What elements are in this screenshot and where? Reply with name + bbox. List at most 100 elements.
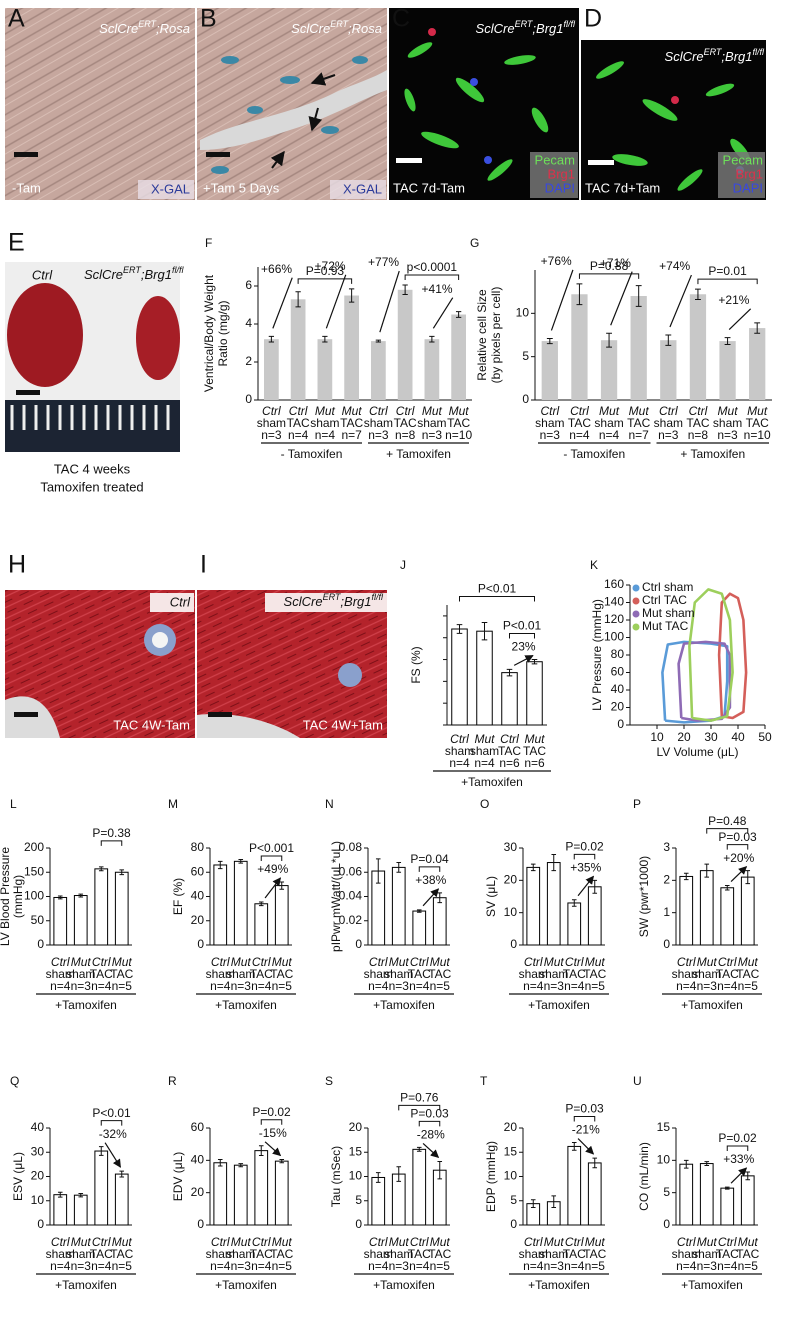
- category-genotype: Mut: [430, 1235, 451, 1249]
- category-condition: TAC: [270, 1247, 293, 1261]
- genotype-part: SclCre: [84, 267, 123, 282]
- label-box: [330, 180, 386, 199]
- category-condition: TAC: [90, 967, 113, 981]
- category-genotype: Ctrl: [565, 1235, 584, 1249]
- change-label: +74%: [659, 259, 690, 273]
- change-line: [422, 888, 440, 907]
- category-n: n=4: [368, 1259, 389, 1273]
- category-genotype: Mut: [629, 404, 650, 418]
- x-tick-label: 50: [758, 730, 772, 744]
- error-bar: [754, 322, 761, 334]
- vessel-lumen: [200, 70, 387, 150]
- category-condition: sham: [692, 967, 721, 981]
- y-tick-label: 0: [37, 1217, 44, 1231]
- category-genotype: Ctrl: [718, 1235, 737, 1249]
- category-condition: TAC: [736, 1247, 759, 1261]
- group-label: +Tamoxifen: [215, 998, 277, 1012]
- genotype-part: ;Brg1: [532, 21, 563, 36]
- y-tick-label: 80: [611, 647, 625, 661]
- category-genotype: Mut: [718, 404, 739, 418]
- genotype-part: ;Brg1: [340, 594, 371, 609]
- error-bar: [455, 311, 462, 318]
- genotype-label: SclCreERT;Brg1fl/fl: [84, 265, 184, 282]
- category-genotype: Ctrl: [51, 955, 70, 969]
- error-bar: [551, 853, 557, 872]
- category-condition: TAC: [736, 967, 759, 981]
- y-axis-label: pIPwr mWatt/(uL*uL): [329, 841, 343, 952]
- category-genotype: Mut: [272, 1235, 293, 1249]
- error-bar: [592, 1157, 598, 1169]
- bar: [541, 341, 558, 400]
- change-line: [272, 277, 293, 329]
- panel-letter: I: [200, 551, 207, 579]
- panel-letter: C: [392, 5, 410, 33]
- bar: [391, 866, 406, 946]
- genotype-sup: ERT: [138, 19, 157, 29]
- category-n: n=4: [315, 428, 336, 442]
- y-tick-label: 0: [663, 937, 670, 951]
- change-line: [432, 297, 454, 329]
- bar: [501, 672, 518, 726]
- error-bar: [57, 1191, 63, 1198]
- p-value: P=0.02: [252, 1105, 291, 1119]
- change-label: -21%: [572, 1123, 600, 1137]
- y-tick-label: 20: [611, 700, 625, 714]
- bar: [397, 289, 413, 400]
- category-n: n=10: [744, 428, 771, 442]
- category-condition: sham: [46, 967, 75, 981]
- category-condition: TAC: [716, 967, 739, 981]
- panel-letter: N: [325, 797, 334, 811]
- y-tick-label: 120: [604, 612, 624, 626]
- category-condition: sham: [384, 1247, 413, 1261]
- bar: [344, 295, 359, 400]
- category-genotype: Ctrl: [524, 1235, 543, 1249]
- y-tick-label: 0: [355, 1217, 362, 1231]
- pv-loop: [717, 592, 748, 720]
- y-tick-label: 0.06: [339, 864, 363, 878]
- error-bar: [724, 1186, 730, 1190]
- genotype-sup: ERT: [323, 592, 342, 602]
- category-genotype: Ctrl: [211, 955, 230, 969]
- category-condition: sham: [417, 416, 446, 430]
- scale-bar: [206, 152, 230, 157]
- y-axis-label: ESV (μL): [11, 1152, 25, 1201]
- stain-label: DAPI: [545, 180, 575, 195]
- y-tick-label: 0: [522, 392, 529, 406]
- category-genotype: Mut: [747, 404, 768, 418]
- y-axis-label: LV Blood Pressure: [0, 847, 12, 946]
- change-label: -15%: [259, 1126, 287, 1140]
- nucleus: [671, 96, 679, 104]
- nucleus: [484, 156, 492, 164]
- error-bar: [576, 283, 583, 306]
- panel-letter: R: [168, 1074, 177, 1088]
- nucleus: [470, 78, 478, 86]
- y-tick-label: 5: [522, 349, 529, 363]
- label-box: [265, 593, 387, 612]
- image-label: TAC 7d+Tam: [585, 180, 660, 195]
- category-genotype: Mut: [449, 404, 470, 418]
- tissue-gap: [197, 714, 300, 738]
- image-label: TAC 7d-Tam: [393, 180, 465, 195]
- bar: [740, 876, 755, 946]
- bar: [424, 339, 440, 400]
- y-tick-label: 0.04: [339, 889, 363, 903]
- category-n: n=4: [569, 428, 590, 442]
- category-n: n=4: [564, 1259, 585, 1273]
- bar: [317, 339, 333, 400]
- error-bar: [119, 1170, 125, 1178]
- y-axis-label: LV Pressure (mmHg): [590, 599, 604, 711]
- y-tick-label: 160: [604, 577, 624, 591]
- error-bar: [258, 1145, 264, 1156]
- category-n: n=6: [524, 756, 545, 770]
- category-condition: sham: [66, 1247, 95, 1261]
- error-bar: [416, 909, 422, 913]
- stain-blob: [705, 83, 735, 97]
- stain-blob: [531, 107, 549, 133]
- error-bar: [322, 335, 328, 343]
- legend-label: Ctrl TAC: [642, 593, 687, 607]
- category-n: n=8: [688, 428, 709, 442]
- category-genotype: Mut: [315, 404, 336, 418]
- ruler-ticks: [10, 405, 170, 430]
- category-condition: TAC: [394, 416, 417, 430]
- legend-swatch: [632, 610, 640, 618]
